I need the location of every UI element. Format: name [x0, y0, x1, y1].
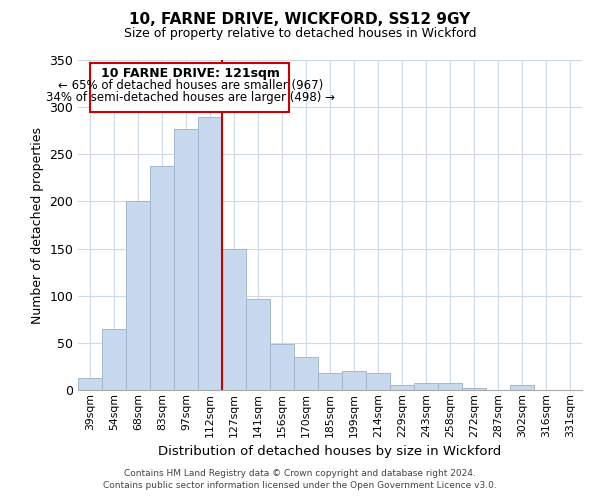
Text: Contains public sector information licensed under the Open Government Licence v3: Contains public sector information licen…	[103, 481, 497, 490]
FancyBboxPatch shape	[90, 63, 289, 112]
Text: ← 65% of detached houses are smaller (967): ← 65% of detached houses are smaller (96…	[58, 79, 323, 92]
Text: 34% of semi-detached houses are larger (498) →: 34% of semi-detached houses are larger (…	[46, 91, 335, 104]
X-axis label: Distribution of detached houses by size in Wickford: Distribution of detached houses by size …	[158, 445, 502, 458]
Text: Contains HM Land Registry data © Crown copyright and database right 2024.: Contains HM Land Registry data © Crown c…	[124, 468, 476, 477]
Bar	[246, 298, 270, 390]
Text: 10 FARNE DRIVE: 121sqm: 10 FARNE DRIVE: 121sqm	[101, 66, 280, 80]
Bar	[414, 384, 438, 390]
Bar	[342, 371, 366, 390]
Bar	[366, 373, 390, 390]
Y-axis label: Number of detached properties: Number of detached properties	[31, 126, 44, 324]
Bar	[174, 129, 198, 390]
Bar	[270, 344, 294, 390]
Bar	[462, 388, 486, 390]
Bar	[126, 202, 150, 390]
Bar	[102, 328, 126, 390]
Text: Size of property relative to detached houses in Wickford: Size of property relative to detached ho…	[124, 28, 476, 40]
Bar	[510, 386, 534, 390]
Bar	[438, 384, 462, 390]
Bar	[222, 248, 246, 390]
Bar	[318, 373, 342, 390]
Bar	[150, 166, 174, 390]
Bar	[390, 386, 414, 390]
Bar	[78, 378, 102, 390]
Text: 10, FARNE DRIVE, WICKFORD, SS12 9GY: 10, FARNE DRIVE, WICKFORD, SS12 9GY	[130, 12, 470, 28]
Bar	[294, 357, 318, 390]
Bar	[198, 116, 222, 390]
